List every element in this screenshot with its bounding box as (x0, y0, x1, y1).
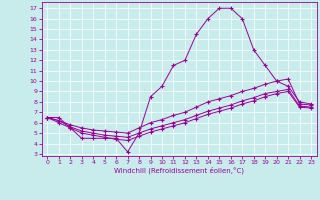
X-axis label: Windchill (Refroidissement éolien,°C): Windchill (Refroidissement éolien,°C) (114, 167, 244, 174)
